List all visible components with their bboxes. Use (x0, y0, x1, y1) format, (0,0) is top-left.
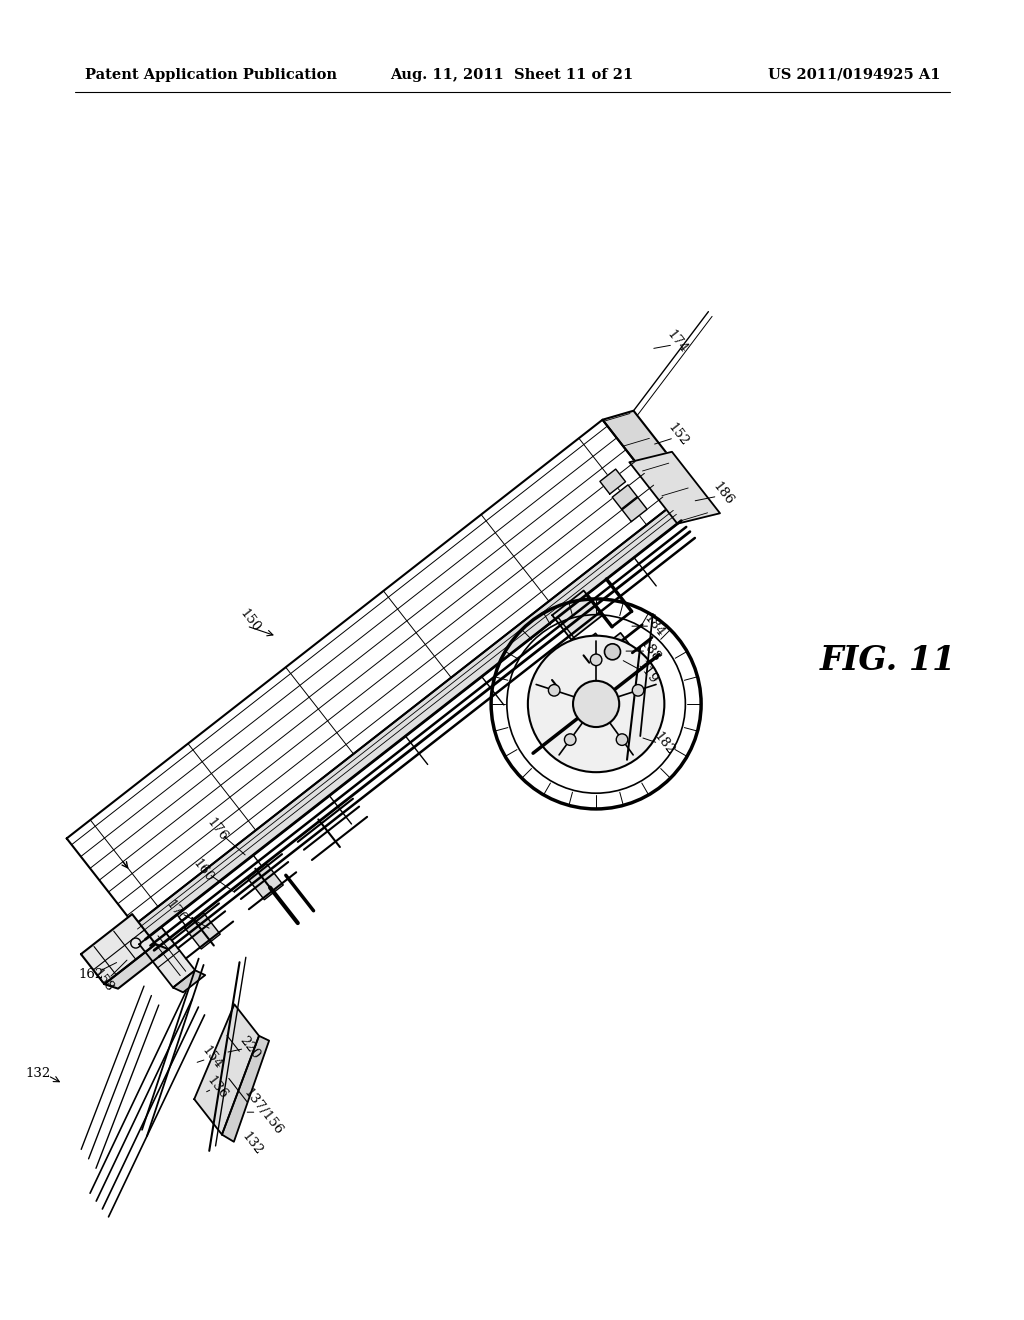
Polygon shape (139, 927, 196, 987)
Text: 184: 184 (641, 612, 667, 640)
Text: 150: 150 (237, 607, 262, 635)
Circle shape (616, 734, 628, 746)
Polygon shape (602, 411, 713, 520)
Polygon shape (184, 913, 220, 949)
Polygon shape (173, 970, 205, 993)
Text: 132: 132 (239, 1130, 264, 1158)
Polygon shape (612, 484, 638, 510)
Circle shape (591, 655, 602, 665)
Text: 186: 186 (710, 480, 735, 508)
Polygon shape (608, 632, 633, 659)
Circle shape (573, 681, 620, 727)
Circle shape (564, 734, 575, 746)
Polygon shape (104, 944, 169, 989)
Polygon shape (630, 451, 720, 524)
Polygon shape (81, 915, 156, 985)
Text: 119: 119 (634, 659, 659, 686)
Circle shape (527, 636, 665, 772)
Text: 160: 160 (190, 857, 216, 884)
Text: 162: 162 (79, 968, 103, 981)
Text: 170: 170 (163, 898, 188, 925)
Polygon shape (552, 590, 603, 640)
Polygon shape (134, 507, 681, 940)
Text: 137/156: 137/156 (241, 1086, 285, 1138)
Circle shape (604, 644, 621, 660)
Polygon shape (248, 863, 284, 900)
Text: US 2011/0194925 A1: US 2011/0194925 A1 (768, 69, 940, 82)
Polygon shape (195, 1005, 259, 1135)
Text: Patent Application Publication: Patent Application Publication (85, 69, 337, 82)
Polygon shape (67, 420, 671, 925)
Polygon shape (222, 1036, 269, 1142)
Text: 152: 152 (666, 421, 691, 449)
Text: 176: 176 (205, 816, 230, 843)
Polygon shape (622, 496, 647, 521)
Text: 182: 182 (651, 730, 677, 758)
Text: 174: 174 (665, 327, 690, 356)
Circle shape (632, 685, 644, 696)
Text: 220: 220 (237, 1034, 262, 1061)
Text: 132: 132 (26, 1067, 50, 1080)
Text: 188: 188 (637, 638, 664, 665)
Text: 136: 136 (204, 1074, 230, 1102)
Text: 158: 158 (90, 968, 116, 995)
Polygon shape (583, 634, 608, 659)
Text: Aug. 11, 2011  Sheet 11 of 21: Aug. 11, 2011 Sheet 11 of 21 (390, 69, 634, 82)
Text: FIG. 11: FIG. 11 (820, 644, 956, 676)
Circle shape (549, 685, 560, 696)
Polygon shape (600, 469, 626, 494)
Text: 154: 154 (199, 1044, 224, 1072)
